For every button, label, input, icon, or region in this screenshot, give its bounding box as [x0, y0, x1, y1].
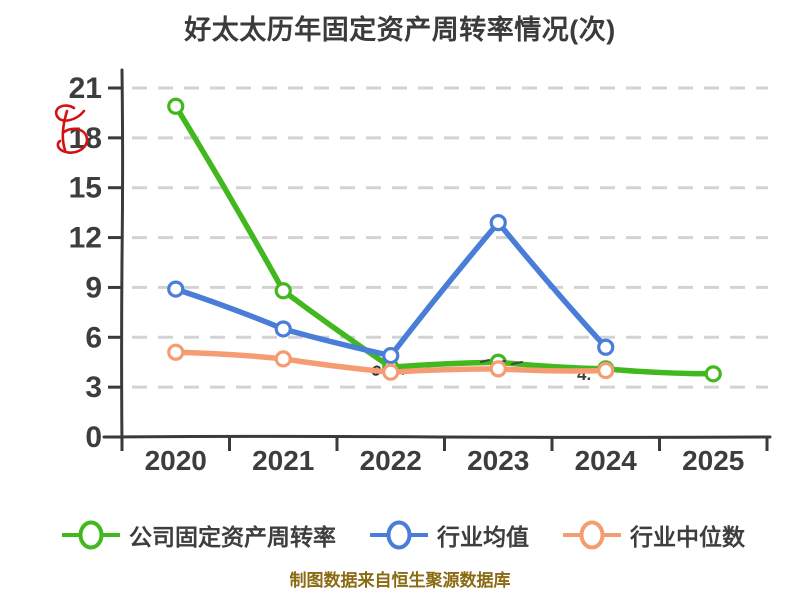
- chart-title: 好太太历年固定资产周转率情况(次): [184, 15, 616, 45]
- x-tick-label: 2022: [360, 445, 422, 476]
- y-axis: [120, 68, 125, 450]
- x-tick-label: 2024: [575, 445, 638, 476]
- series-marker-0: [274, 282, 292, 300]
- data-source-note: 制图数据来自恒生聚源数据库: [289, 571, 511, 590]
- series-marker-2: [167, 343, 185, 361]
- series-marker-1: [597, 338, 615, 356]
- legend-label-industry-median: 行业中位数: [630, 524, 745, 550]
- x-tick-label: 2023: [467, 445, 529, 476]
- y-tick-label: 0: [85, 421, 102, 454]
- series-line-1: [173, 219, 609, 359]
- plot-area: 0 3 6 9 12 15 18 21 2020 2021 2022 2023 2024 2025 4.: [54, 68, 772, 476]
- legend-label-company: 公司固定资产周转率: [129, 524, 336, 550]
- y-tick-label: 3: [85, 371, 102, 404]
- blue-circle-marker-icon: [370, 520, 428, 550]
- series-marker-1: [489, 214, 507, 232]
- red-scribble-mark-icon: [54, 104, 89, 154]
- legend-item-industry-avg: 行业均值: [370, 518, 529, 552]
- x-tick-label: 2020: [145, 445, 207, 476]
- y-tick-label: 18: [69, 122, 102, 155]
- series-marker-2: [274, 350, 292, 368]
- x-axis: [102, 434, 772, 439]
- green-circle-marker-icon: [62, 520, 120, 550]
- y-tick-label: 9: [85, 271, 102, 304]
- x-tick-label: 2025: [682, 445, 744, 476]
- series-line-0: [173, 103, 717, 377]
- series-marker-2: [489, 360, 507, 378]
- legend: 公司固定资产周转率 行业均值 行业中位数: [62, 518, 745, 552]
- y-tick-label: 12: [69, 222, 102, 255]
- y-tick-label: 21: [69, 72, 102, 105]
- legend-item-company: 公司固定资产周转率: [62, 518, 336, 552]
- series-marker-0: [167, 97, 185, 115]
- series-marker-1: [382, 346, 400, 365]
- series-marker-1: [167, 280, 185, 298]
- series-marker-2: [382, 363, 400, 381]
- y-tick-label: 6: [85, 321, 102, 354]
- series-marker-1: [274, 320, 292, 338]
- orange-circle-marker-icon: [563, 520, 621, 550]
- y-tick-label: 15: [69, 172, 102, 205]
- legend-item-industry-median: 行业中位数: [563, 518, 745, 552]
- annotation-partial-value-label: 4.: [577, 365, 591, 384]
- series-marker-0: [704, 365, 722, 383]
- series-marker-2: [597, 361, 615, 380]
- legend-label-industry-avg: 行业均值: [437, 524, 529, 550]
- x-tick-label: 2021: [252, 445, 314, 476]
